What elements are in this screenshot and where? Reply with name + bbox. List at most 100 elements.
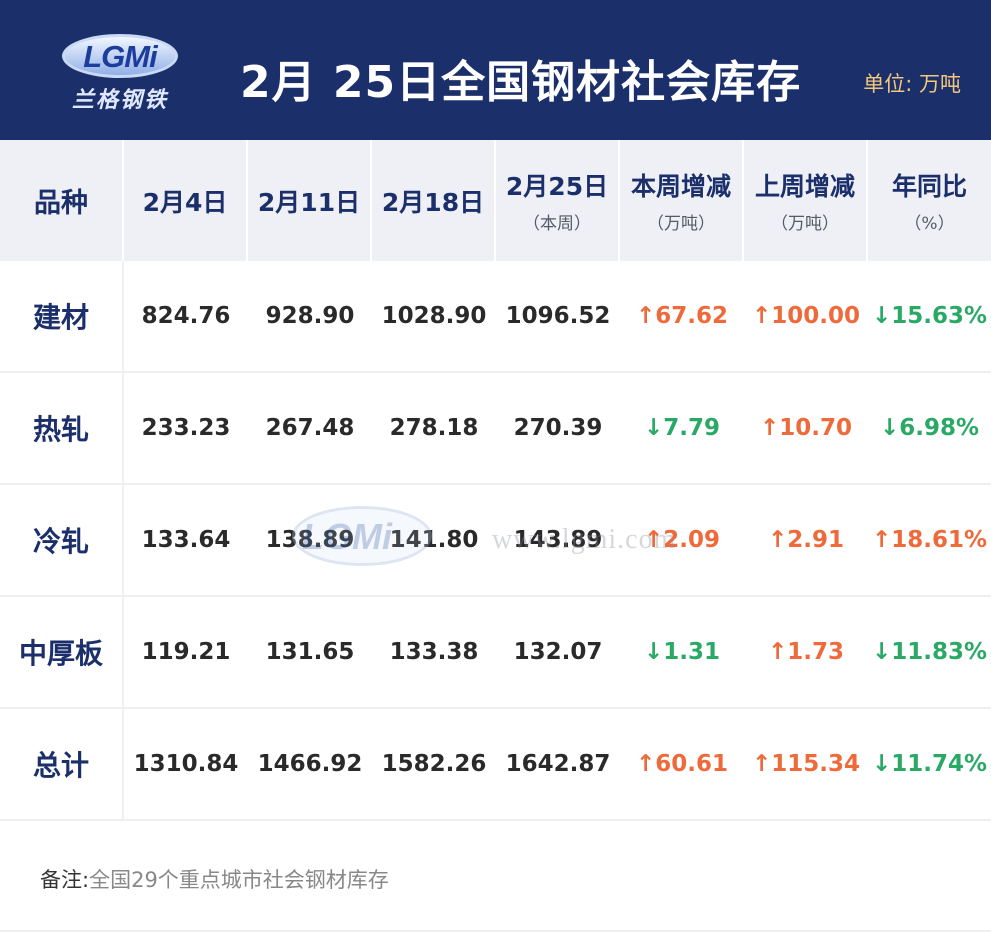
table-cell: 141.80: [372, 485, 496, 595]
column-header-label: 2月25日: [505, 172, 609, 201]
column-header-last-week-change: 上周增减 （万吨）: [744, 140, 868, 261]
table-cell: 131.65: [248, 597, 372, 707]
value-feb18: 1028.90: [381, 303, 487, 329]
column-header-sub: （本周）: [523, 214, 591, 234]
column-header-label: 本周增减: [630, 172, 731, 201]
lgmi-logo: LGMi 兰格钢铁: [58, 28, 184, 114]
value-feb25: 1642.87: [505, 751, 611, 777]
column-header-label: 2月11日: [257, 187, 361, 217]
table-cell: 建材: [0, 261, 124, 371]
table-cell: 132.07: [496, 597, 620, 707]
row-category: 热轧: [32, 413, 89, 446]
table-cell: ↑1.73: [744, 597, 868, 707]
table-cell: ↑10.70: [744, 373, 868, 483]
week-change: ↓1.31: [643, 639, 721, 665]
column-header-feb4: 2月4日: [124, 140, 248, 261]
table-row: 建材 824.76 928.90 1028.90 1096.52 ↑67.62 ↑100.0…: [0, 261, 991, 373]
table-cell: ↑67.62: [620, 261, 744, 371]
table-cell: 总计: [0, 709, 124, 819]
value-feb4: 119.21: [141, 639, 231, 665]
table-cell: 1096.52: [496, 261, 620, 371]
page-title: 2月 25日全国钢材社会库存: [240, 57, 802, 108]
column-header-label: 年同比: [891, 172, 967, 201]
column-header-sub: （万吨）: [647, 214, 715, 234]
last-week-change: ↑10.70: [759, 415, 853, 441]
last-week-change: ↑2.91: [767, 527, 845, 553]
row-category: 总计: [32, 749, 89, 782]
week-change: ↓7.79: [643, 415, 721, 441]
value-feb11: 131.65: [265, 639, 355, 665]
row-category: 中厚板: [18, 637, 103, 670]
table-cell: 冷轧: [0, 485, 124, 595]
column-header-category: 品种: [0, 140, 124, 261]
value-feb18: 133.38: [389, 639, 479, 665]
value-feb25: 270.39: [513, 415, 603, 441]
table-cell: 119.21: [124, 597, 248, 707]
value-feb11: 928.90: [265, 303, 355, 329]
column-header-sub: （万吨）: [771, 214, 839, 234]
value-feb25: 143.89: [513, 527, 603, 553]
yoy-change: ↓6.98%: [879, 415, 980, 441]
yoy-change: ↓11.74%: [871, 751, 988, 777]
yoy-change: ↓15.63%: [871, 303, 988, 329]
table-row: 冷轧 133.64 138.89 141.80 143.89 ↑2.09 ↑2.91 ↑18.…: [0, 485, 991, 597]
value-feb25: 1096.52: [505, 303, 611, 329]
inventory-table: 品种 2月4日 2月11日 2月18日 2月25日 （本周） 本周增减 （万吨）…: [0, 140, 991, 821]
table-cell: 1310.84: [124, 709, 248, 819]
footnote-text: 全国29个重点城市社会钢材库存: [89, 868, 389, 892]
table-cell: ↑2.91: [744, 485, 868, 595]
table-cell: ↑100.00: [744, 261, 868, 371]
footnote-label: 备注:: [40, 868, 90, 892]
yoy-change: ↓11.83%: [871, 639, 988, 665]
value-feb4: 133.64: [141, 527, 231, 553]
column-header-feb11: 2月11日: [248, 140, 372, 261]
value-feb11: 267.48: [265, 415, 355, 441]
table-cell: 1642.87: [496, 709, 620, 819]
column-header-label: 上周增减: [754, 172, 855, 201]
row-category: 建材: [32, 301, 89, 334]
table-cell: 270.39: [496, 373, 620, 483]
column-header-label: 2月4日: [142, 187, 228, 217]
value-feb4: 1310.84: [133, 751, 239, 777]
logo-oval-shape: [62, 34, 178, 78]
table-header-row: 品种 2月4日 2月11日 2月18日 2月25日 （本周） 本周增减 （万吨）…: [0, 140, 991, 261]
value-feb11: 138.89: [265, 527, 355, 553]
table-cell: 824.76: [124, 261, 248, 371]
table-cell: 233.23: [124, 373, 248, 483]
row-category: 冷轧: [32, 525, 89, 558]
table-cell: ↑2.09: [620, 485, 744, 595]
unit-label: 单位: 万吨: [863, 72, 961, 96]
table-cell: ↑115.34: [744, 709, 868, 819]
table-cell: ↓11.83%: [868, 597, 991, 707]
table-row: 中厚板 119.21 131.65 133.38 132.07 ↓1.31 ↑1.73 ↓11…: [0, 597, 991, 709]
table-cell: 热轧: [0, 373, 124, 483]
table-cell: 928.90: [248, 261, 372, 371]
footnote: 备注:全国29个重点城市社会钢材库存: [40, 864, 389, 894]
column-header-label: 品种: [34, 188, 88, 219]
table-cell: 1028.90: [372, 261, 496, 371]
column-header-feb25: 2月25日 （本周）: [496, 140, 620, 261]
value-feb11: 1466.92: [257, 751, 363, 777]
column-header-yoy: 年同比 （%）: [868, 140, 991, 261]
table-row: 热轧 233.23 267.48 278.18 270.39 ↓7.79 ↑10.70 ↓6.…: [0, 373, 991, 485]
column-header-label: 2月18日: [381, 187, 485, 217]
last-week-change: ↑115.34: [751, 751, 861, 777]
week-change: ↑2.09: [643, 527, 721, 553]
table-cell: ↓1.31: [620, 597, 744, 707]
yoy-change: ↑18.61%: [871, 527, 988, 553]
table-row: 总计 1310.84 1466.92 1582.26 1642.87 ↑60.61 ↑115…: [0, 709, 991, 821]
header-banner: LGMi 兰格钢铁 2月 25日全国钢材社会库存 单位: 万吨: [0, 0, 991, 140]
last-week-change: ↑100.00: [751, 303, 861, 329]
table-cell: 1582.26: [372, 709, 496, 819]
table-cell: ↓7.79: [620, 373, 744, 483]
table-cell: ↑18.61%: [868, 485, 991, 595]
table-cell: 143.89: [496, 485, 620, 595]
table-cell: ↑60.61: [620, 709, 744, 819]
last-week-change: ↑1.73: [767, 639, 845, 665]
table-cell: 267.48: [248, 373, 372, 483]
week-change: ↑67.62: [635, 303, 729, 329]
value-feb4: 233.23: [141, 415, 231, 441]
value-feb25: 132.07: [513, 639, 603, 665]
value-feb18: 141.80: [389, 527, 479, 553]
